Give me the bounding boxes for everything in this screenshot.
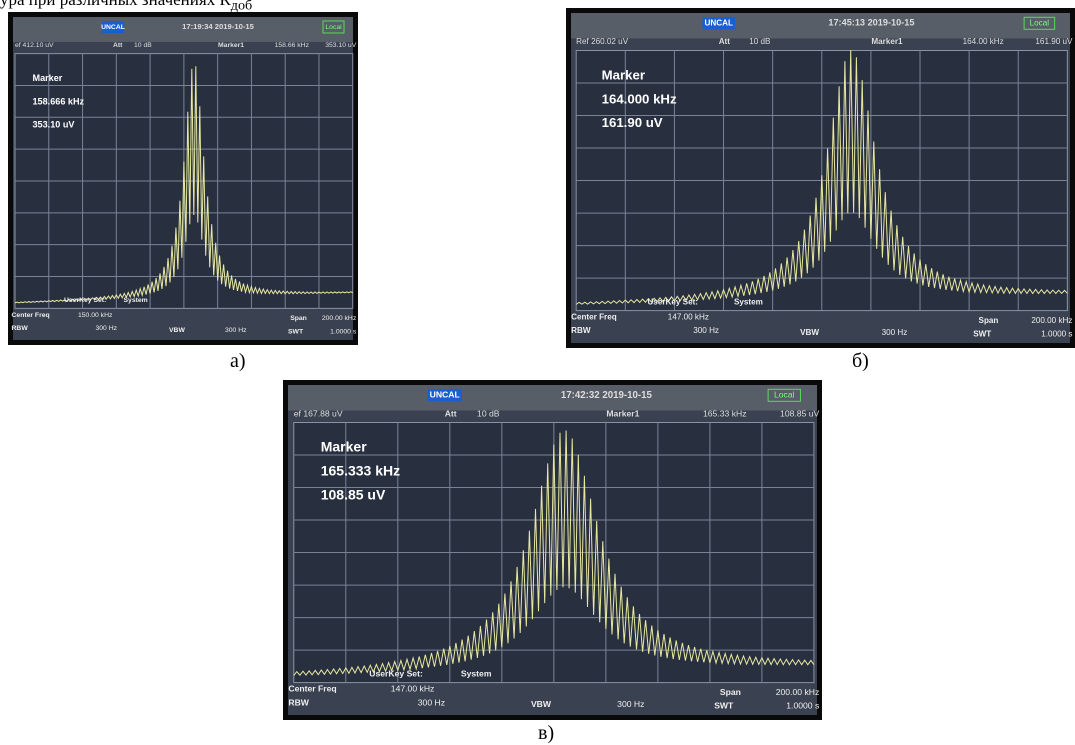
analyzer-screen: UNCAL 17:42:32 2019-10-15 Local ef 167.88 u… (283, 380, 822, 720)
local: Local (325, 24, 342, 31)
ref: ef 167.88 uV (294, 408, 343, 418)
swt-label: SWT (714, 701, 734, 711)
system: System (461, 668, 492, 678)
marker1-label: Marker1 (606, 408, 639, 418)
local-badge (1023, 16, 1056, 30)
system: System (124, 297, 148, 304)
span: 200.00 kHz (776, 687, 820, 697)
span: 200.00 kHz (322, 315, 357, 322)
header-text: ура при различных значениях R (0, 0, 231, 9)
caption: б) (852, 350, 869, 372)
local-badge (767, 388, 801, 402)
vbw: 300 Hz (225, 327, 247, 334)
spectrum-trace (14, 66, 353, 304)
marker-freq: 158.666 kHz (33, 96, 85, 106)
swt: 1.0000 s (786, 701, 819, 711)
rbw: 300 Hz (693, 326, 719, 335)
marker-amp: 108.85 uV (321, 486, 386, 502)
caption: в) (538, 722, 555, 744)
vbw: 300 Hz (617, 699, 644, 709)
vbw-label: VBW (531, 699, 552, 709)
marker1-label: Marker1 (218, 42, 244, 49)
marker-freq: 164.000 kHz (602, 91, 677, 106)
caption: а) (230, 350, 246, 372)
vbw-label: VBW (169, 327, 185, 334)
header-subscript: доб (230, 0, 253, 14)
time: 17:19:34 2019-10-15 (182, 22, 255, 31)
local: Local (1030, 18, 1050, 27)
marker1-freq: 164.00 kHz (963, 37, 1004, 46)
status-bar (571, 13, 1070, 39)
marker1-amp: 353.10 uV (325, 42, 356, 49)
marker1-freq: 165.33 kHz (703, 408, 747, 418)
span-label: Span (290, 315, 307, 322)
att: 10 dB (477, 408, 500, 418)
uncal: UNCAL (101, 24, 125, 31)
vbw-label: VBW (800, 328, 819, 337)
rbw: 300 Hz (96, 325, 118, 332)
ref: ef 412.10 uV (15, 42, 54, 49)
swt-label: SWT (973, 330, 991, 339)
uncal: UNCAL (430, 390, 460, 400)
userkey: UserKey Set: (64, 297, 106, 304)
marker-amp: 353.10 uV (33, 120, 75, 130)
center: 150.00 kHz (78, 312, 113, 319)
marker1-freq: 158.66 kHz (275, 42, 310, 49)
center-label: Center Freq (12, 312, 50, 319)
marker-label: Marker (602, 68, 645, 83)
marker-label: Marker (321, 439, 367, 455)
local: Local (774, 390, 795, 400)
marker-amp: 161.90 uV (602, 115, 663, 130)
span-label: Span (979, 316, 999, 325)
center-label: Center Freq (288, 684, 336, 694)
center-label: Center Freq (571, 313, 617, 322)
uncal-badge (101, 20, 125, 33)
rbw-label: RBW (288, 697, 309, 707)
header: ура при различных значениях Rдоб (0, 0, 252, 14)
swt: 1.0000 s (1041, 330, 1072, 339)
att-label: Att (445, 408, 457, 418)
marker1-label: Marker1 (871, 37, 903, 46)
marker-freq: 165.333 kHz (321, 463, 400, 479)
local-badge (322, 20, 345, 34)
center: 147.00 kHz (391, 684, 435, 694)
uncal-badge (702, 17, 735, 30)
swt: 1.0000 s (330, 328, 357, 335)
marker1-amp: 108.85 uV (780, 408, 820, 418)
spectrum-trace (575, 49, 1068, 305)
uncal: UNCAL (704, 18, 732, 27)
ref: Ref 260.02 uV (576, 37, 629, 46)
att: 10 dB (134, 42, 152, 49)
userkey: UserKey Set: (369, 668, 423, 678)
vbw: 300 Hz (882, 328, 908, 337)
marker1-amp: 161.90 uV (1035, 37, 1073, 46)
status-bar (13, 17, 353, 42)
span: 200.00 kHz (1031, 316, 1072, 325)
rbw-label: RBW (571, 326, 591, 335)
att-label: Att (113, 42, 123, 49)
analyzer-screen: UNCAL 17:45:13 2019-10-15 Local Ref 260.02 … (566, 8, 1075, 348)
status-bar (288, 385, 817, 411)
system: System (734, 297, 763, 306)
uncal-badge (427, 389, 462, 402)
att-label: Att (719, 37, 731, 46)
spectrum-trace (293, 430, 815, 676)
rbw: 300 Hz (418, 697, 445, 707)
swt-label: SWT (288, 328, 304, 335)
time: 17:45:13 2019-10-15 (828, 18, 914, 28)
analyzer-screen: UNCAL 17:19:34 2019-10-15 Local ef 412.10 u… (8, 12, 358, 345)
userkey: UserKey Set: (647, 297, 698, 306)
marker-label: Marker (33, 73, 63, 83)
center: 147.00 kHz (668, 313, 709, 322)
att: 10 dB (749, 37, 770, 46)
time: 17:42:32 2019-10-15 (561, 390, 653, 401)
rbw-label: RBW (12, 325, 29, 332)
span-label: Span (720, 687, 741, 697)
